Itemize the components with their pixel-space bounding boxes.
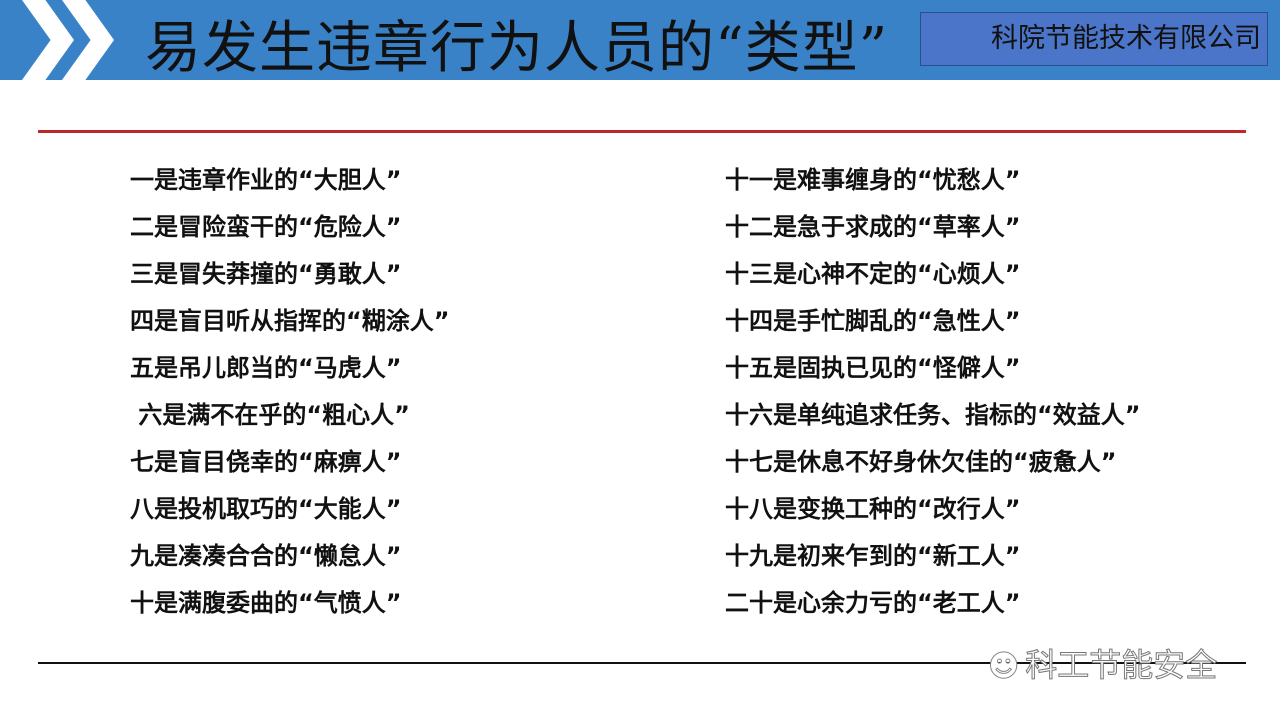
watermark: ☻ 科工节能安全	[987, 640, 1218, 686]
divider-red	[38, 130, 1246, 133]
list-item: 十八是变换工种的“改行人”	[725, 495, 1021, 523]
list-item: 十四是手忙脚乱的“急性人”	[725, 307, 1021, 335]
list-item: 九是凑凑合合的“懒怠人”	[130, 542, 402, 570]
list-item: 十九是初来乍到的“新工人”	[725, 542, 1021, 570]
list-item: 五是吊儿郎当的“马虎人”	[130, 354, 402, 382]
list-item: 七是盲目侥幸的“麻痹人”	[130, 448, 402, 476]
list-item: 四是盲目听从指挥的“糊涂人”	[130, 307, 450, 335]
list-item: 二是冒险蛮干的“危险人”	[130, 213, 402, 241]
list-item: 十二是急于求成的“草率人”	[725, 213, 1021, 241]
watermark-text: 科工节能安全	[1025, 646, 1218, 685]
chevron-right-icon	[22, 0, 74, 80]
page-title: 易发生违章行为人员的“类型”	[145, 16, 889, 81]
company-name: 科院节能技术有限公司	[920, 12, 1268, 66]
left-list: 一是违章作业的“大胆人” 二是冒险蛮干的“危险人” 三是冒失莽撞的“勇敢人” 四…	[130, 160, 450, 630]
list-item: 十六是单纯追求任务、指标的“效益人”	[725, 401, 1141, 429]
list-item: 十五是固执已见的“怪僻人”	[725, 354, 1021, 382]
header-bar: 易发生违章行为人员的“类型” 科院节能技术有限公司	[0, 0, 1280, 81]
list-item: 一是违章作业的“大胆人”	[130, 166, 402, 194]
list-item: 三是冒失莽撞的“勇敢人”	[130, 260, 402, 288]
list-item: 十三是心神不定的“心烦人”	[725, 260, 1021, 288]
list-item: 二十是心余力亏的“老工人”	[725, 589, 1021, 617]
list-item: 六是满不在乎的“粗心人”	[130, 401, 410, 429]
list-item: 十一是难事缠身的“忧愁人”	[725, 166, 1021, 194]
list-item: 十七是休息不好身休欠佳的“疲惫人”	[725, 448, 1117, 476]
divider-black	[38, 662, 1246, 664]
list-item: 八是投机取巧的“大能人”	[130, 495, 402, 523]
right-list: 十一是难事缠身的“忧愁人” 十二是急于求成的“草率人” 十三是心神不定的“心烦人…	[725, 160, 1141, 630]
list-item: 十是满腹委曲的“气愤人”	[130, 589, 402, 617]
wechat-icon: ☻	[987, 649, 1020, 685]
